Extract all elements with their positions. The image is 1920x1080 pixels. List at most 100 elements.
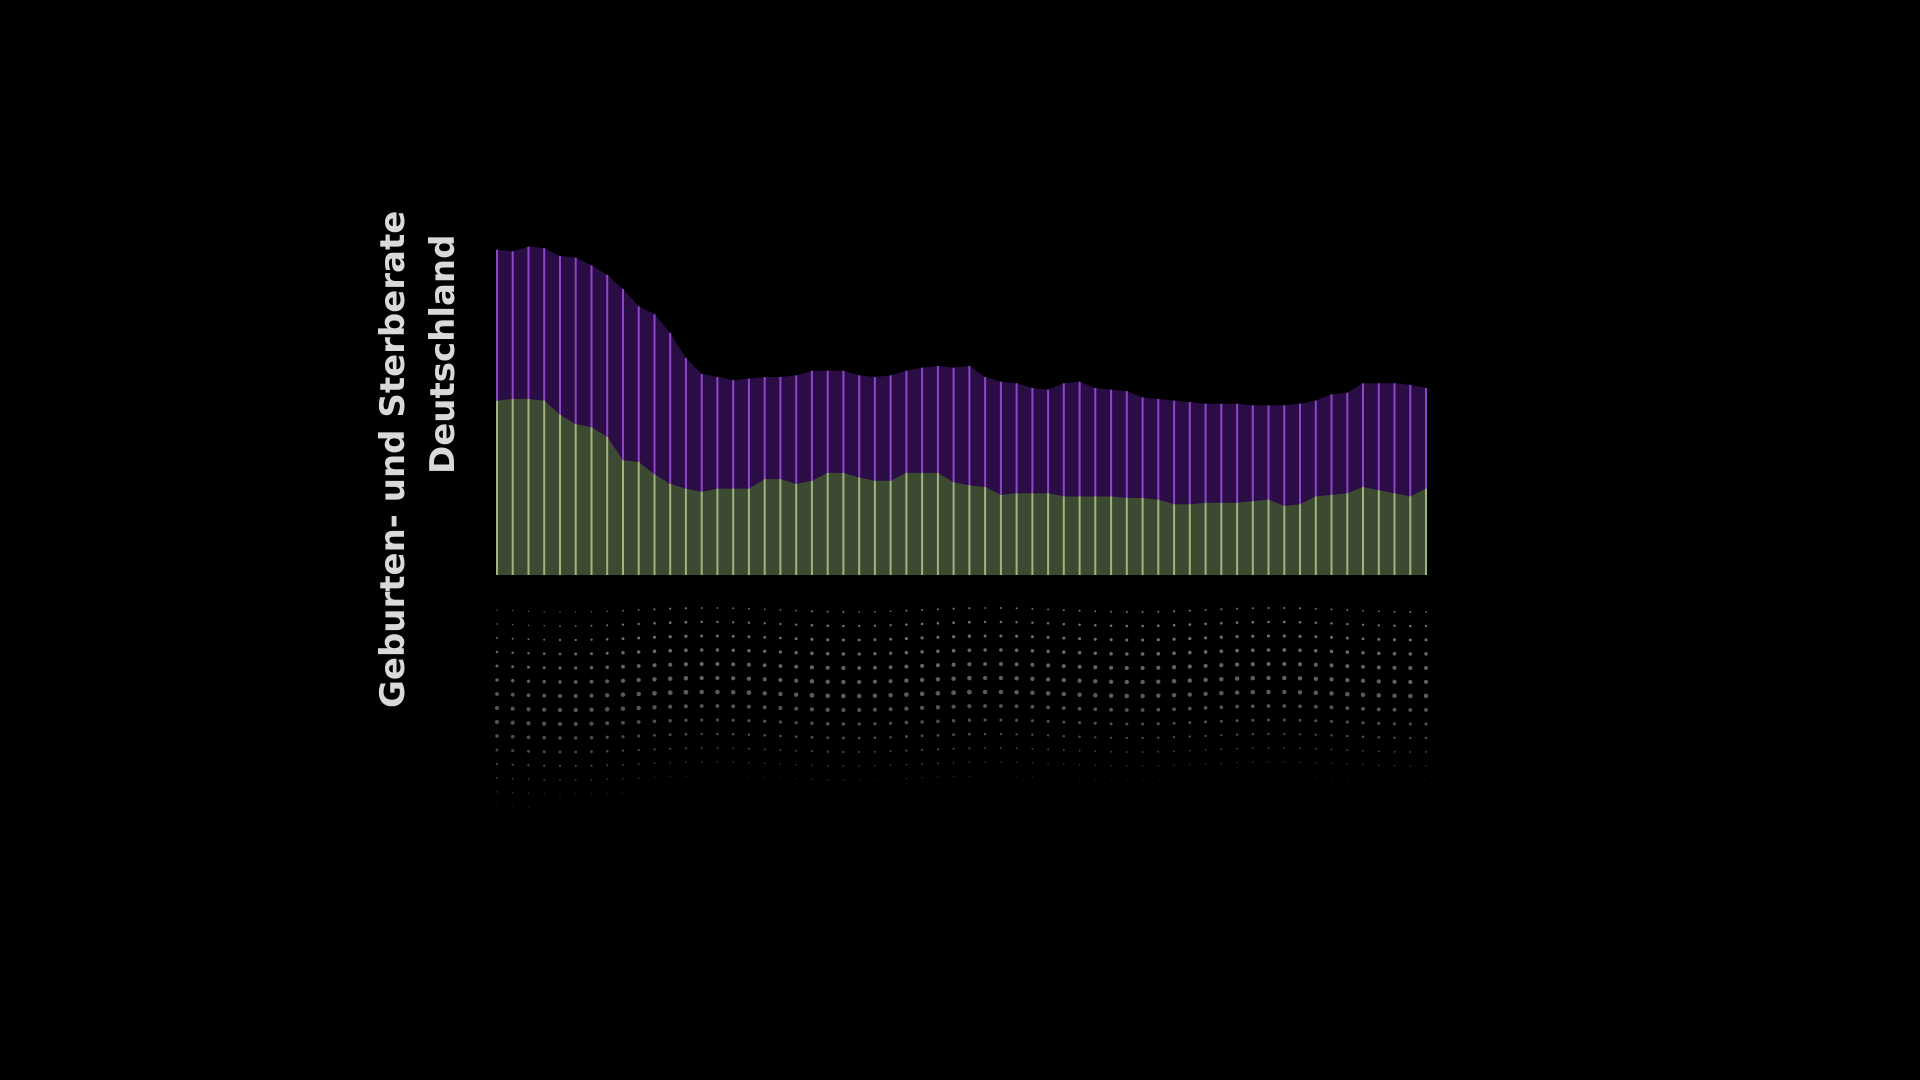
grid-dot	[715, 634, 719, 638]
grid-dot	[1173, 806, 1175, 808]
grid-dot	[511, 651, 514, 654]
grid-dot	[1250, 675, 1256, 681]
grid-dot	[573, 693, 578, 699]
grid-dot	[1234, 676, 1240, 681]
grid-dot	[999, 634, 1003, 638]
grid-dot	[1377, 750, 1380, 753]
grid-dot	[1000, 803, 1002, 805]
grid-dot	[669, 761, 672, 764]
grid-dot	[1282, 620, 1286, 624]
grid-dot	[1392, 665, 1397, 670]
grid-dot	[652, 677, 657, 682]
grid-dot	[1203, 650, 1208, 654]
grid-dot	[685, 761, 687, 764]
grid-dot	[1268, 803, 1269, 805]
grid-dot	[1141, 638, 1145, 642]
grid-dot	[1061, 691, 1067, 697]
grid-dot	[1282, 648, 1287, 652]
grid-dot	[1376, 665, 1381, 670]
grid-dot	[968, 620, 971, 624]
grid-dot	[732, 775, 734, 777]
grid-dot	[573, 721, 578, 727]
grid-dot	[636, 650, 641, 654]
grid-dot	[1251, 747, 1254, 750]
grid-dot	[653, 622, 656, 625]
grid-dot	[748, 804, 750, 805]
grid-dot	[558, 638, 562, 642]
grid-dot	[1252, 761, 1254, 763]
grid-dot	[873, 624, 877, 627]
grid-dot	[511, 749, 515, 753]
grid-dot	[952, 761, 955, 764]
grid-dot	[919, 691, 925, 697]
grid-dot	[1392, 707, 1397, 712]
grid-dot	[1157, 736, 1160, 739]
grid-dot	[1125, 638, 1129, 642]
grid-dot	[1047, 748, 1050, 751]
grid-dot	[1093, 707, 1098, 712]
grid-dot	[1189, 778, 1191, 780]
grid-dot	[780, 805, 781, 807]
grid-dot	[1282, 718, 1286, 722]
grid-dot	[1094, 778, 1096, 780]
grid-dot	[1219, 649, 1224, 654]
grid-dot	[982, 675, 988, 681]
grid-dot	[527, 792, 530, 795]
grid-dot	[1094, 736, 1097, 739]
grid-dot	[1156, 722, 1160, 726]
grid-dot	[984, 789, 986, 791]
grid-dot	[1203, 706, 1208, 710]
grid-dot	[1283, 732, 1286, 736]
grid-dot	[1378, 764, 1380, 767]
grid-dot	[1095, 793, 1096, 794]
grid-dot	[605, 665, 609, 670]
grid-dot	[699, 704, 704, 708]
grid-dot	[715, 704, 720, 708]
chart-title-line-2: Deutschland	[423, 235, 463, 474]
grid-dot	[1142, 779, 1144, 781]
grid-dot	[526, 679, 531, 684]
grid-dot	[936, 622, 940, 625]
grid-dot	[794, 651, 798, 655]
grid-dot	[1393, 736, 1396, 740]
grid-dot	[794, 721, 798, 725]
grid-dot	[1094, 624, 1097, 627]
grid-dot	[1188, 721, 1192, 725]
grid-dot	[890, 792, 891, 794]
grid-dot	[794, 706, 799, 711]
grid-dot	[606, 624, 609, 627]
grid-dot	[1141, 624, 1144, 628]
grid-dot	[794, 664, 799, 669]
grid-dot	[889, 764, 892, 766]
grid-dot	[1187, 650, 1192, 655]
grid-dot	[1077, 650, 1082, 655]
grid-dot	[1408, 722, 1412, 726]
grid-dot	[999, 607, 1002, 609]
grid-dot	[842, 624, 845, 628]
grid-dot	[1345, 706, 1350, 710]
grid-dot	[668, 662, 673, 667]
grid-dot	[605, 749, 609, 753]
grid-dot	[669, 790, 671, 792]
grid-dot	[1361, 623, 1365, 626]
grid-dot	[684, 634, 688, 638]
grid-dot	[1078, 749, 1081, 752]
grid-dot	[668, 621, 672, 625]
grid-dot	[1046, 705, 1050, 710]
grid-dot	[920, 720, 924, 724]
grid-dot	[953, 790, 954, 792]
grid-dot	[888, 707, 893, 712]
grid-dot	[731, 634, 735, 638]
grid-dot	[825, 722, 830, 726]
grid-dot	[935, 705, 941, 710]
grid-dot	[1408, 679, 1413, 685]
grid-dot	[1266, 689, 1271, 695]
grid-dot	[1173, 764, 1175, 766]
grid-dot	[1173, 778, 1175, 780]
grid-dot	[920, 734, 924, 738]
grid-dot	[510, 734, 515, 739]
grid-dot	[1314, 733, 1318, 737]
grid-dot	[1156, 693, 1161, 698]
grid-dot	[1236, 761, 1238, 764]
grid-dot	[653, 748, 656, 751]
